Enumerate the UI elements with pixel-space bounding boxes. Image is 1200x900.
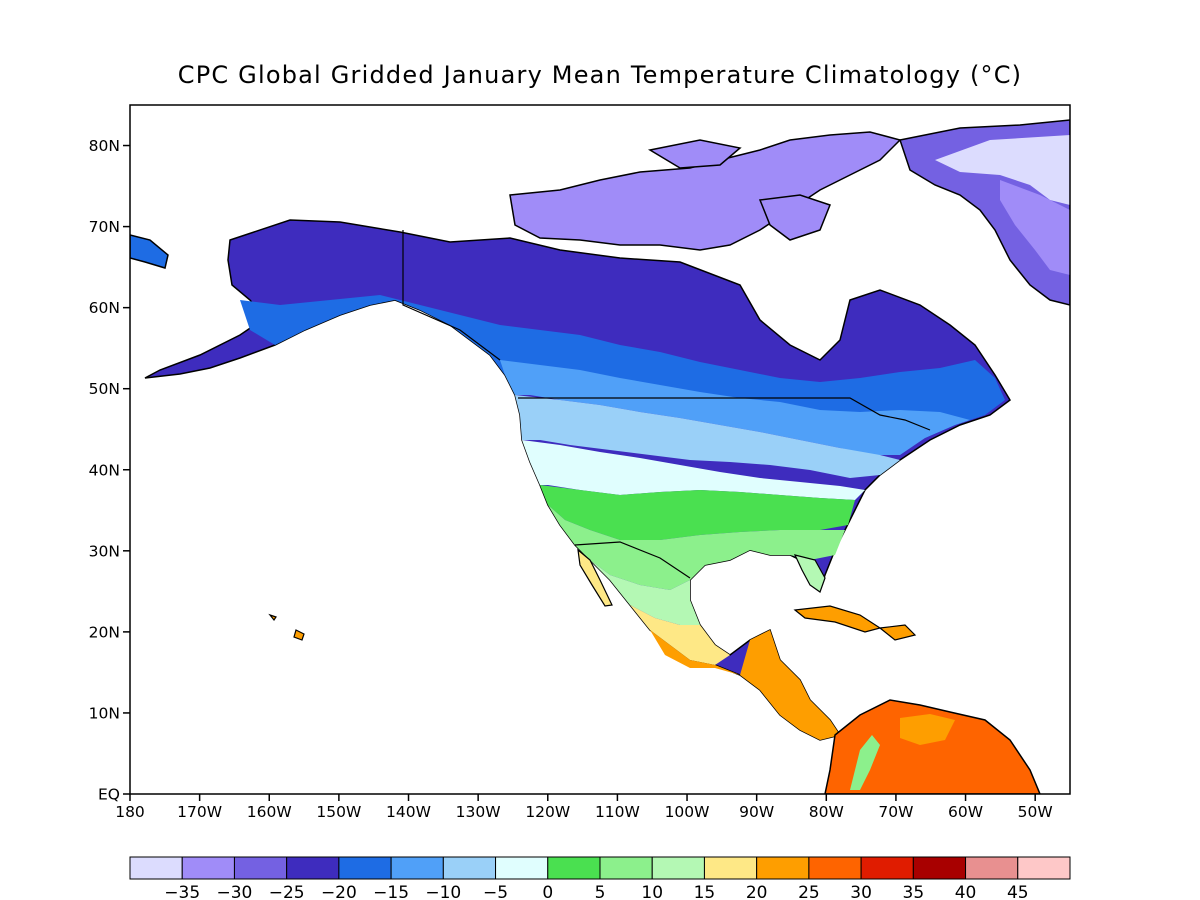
colorbar-label: −25: [269, 883, 305, 900]
plot-area: [130, 119, 1070, 794]
colorbar-swatch: [651, 856, 705, 880]
colorbar-swatch: [808, 856, 862, 880]
colorbar-swatch: [181, 856, 235, 880]
greenland-band: [1000, 180, 1070, 275]
colorbar-swatch: [599, 856, 653, 880]
lat-tick-label: 50N: [89, 380, 120, 398]
us-canada-border: [402, 230, 931, 431]
band-20-mexico: [650, 630, 840, 740]
arctic-island: [647, 139, 742, 169]
band-5: [548, 505, 845, 590]
lat-tick-label: 60N: [89, 299, 120, 317]
lon-tick-label: 130W: [456, 803, 501, 821]
colorbar-label: 15: [694, 883, 716, 900]
lat-tick-label: 30N: [89, 542, 120, 560]
colorbar-swatch: [912, 856, 967, 880]
lon-tick-label: 50W: [1018, 803, 1053, 821]
arctic-archipelago: [509, 131, 902, 251]
hawaii: [293, 629, 305, 641]
band-minus15: [500, 360, 970, 455]
colorbar-swatch: [390, 856, 444, 880]
lon-tick-label: 140W: [386, 803, 431, 821]
colorbar-swatch: [756, 856, 810, 880]
lat-tick-label: 40N: [89, 461, 120, 479]
lat-tick-label: 80N: [89, 137, 120, 155]
latitude-axis: 80N 70N 60N 50N 40N 30N 20N 10N EQ: [89, 137, 130, 804]
colorbar-label: −20: [321, 883, 357, 900]
map-title: CPC Global Gridded January Mean Temperat…: [178, 61, 1023, 89]
lon-tick-label: 70W: [878, 803, 913, 821]
andes-cool: [850, 735, 880, 790]
colorbar-label: 20: [746, 883, 768, 900]
colorbar-label: 45: [1007, 883, 1029, 900]
sa-warm: [900, 714, 955, 745]
colorbar-label: −35: [164, 883, 200, 900]
hawaii: [268, 613, 277, 622]
lat-tick-label: 10N: [89, 704, 120, 722]
colorbar-label: 0: [542, 883, 553, 900]
colorbar-label: 5: [595, 883, 606, 900]
colorbar-swatch: [338, 856, 392, 880]
colorbar-label: 40: [955, 883, 977, 900]
lon-tick-label: 60W: [948, 803, 983, 821]
us-mexico-border: [574, 541, 691, 579]
colorbar-swatch: [233, 856, 288, 880]
band-minus20: [240, 295, 1005, 438]
cuba: [793, 605, 882, 633]
lon-tick-label: 160W: [247, 803, 292, 821]
colorbar-swatch: [965, 856, 1019, 880]
greenland-interior: [935, 135, 1070, 205]
lat-tick-label: 70N: [89, 218, 120, 236]
lon-tick-label: 110W: [595, 803, 640, 821]
colorbar-label: 35: [903, 883, 925, 900]
lat-tick-label: EQ: [98, 786, 120, 804]
band-minus5: [522, 440, 865, 500]
colorbar-label: −10: [425, 883, 461, 900]
hispaniola: [878, 624, 917, 641]
lon-tick-label: 90W: [739, 803, 774, 821]
colorbar-swatch: [495, 856, 549, 880]
band-15: [630, 605, 730, 665]
colorbar-swatch: [703, 856, 758, 880]
lon-tick-label: 180: [115, 803, 145, 821]
south-america: [824, 699, 1041, 794]
colorbar: −35 −30 −25 −20 −15 −10 −5 0 5 10 15 20 25 30 35 40 45: [129, 856, 1071, 900]
colorbar-swatch: [547, 856, 601, 880]
band-0: [540, 485, 855, 540]
colorbar-label: −15: [373, 883, 409, 900]
band-minus10: [515, 395, 900, 478]
colorbar-label: −5: [483, 883, 508, 900]
lon-tick-label: 170W: [177, 803, 222, 821]
plot-frame: [129, 104, 1071, 795]
lon-tick-label: 80W: [809, 803, 844, 821]
colorbar-swatch: [129, 856, 183, 880]
florida: [793, 554, 826, 593]
arctic-island: [758, 194, 831, 241]
colorbar-label: 25: [798, 883, 820, 900]
lon-tick-label: 150W: [316, 803, 361, 821]
colorbar-swatch: [1017, 856, 1071, 880]
longitude-axis: 180 170W 160W 150W 140W 130W 120W 110W 100W 90W 80…: [115, 794, 1053, 821]
band-10: [590, 560, 700, 625]
colorbar-label: −30: [216, 883, 252, 900]
colorbar-label: 30: [850, 883, 872, 900]
baja-california: [577, 548, 613, 607]
colorbar-label: 10: [641, 883, 663, 900]
lat-tick-label: 20N: [89, 623, 120, 641]
chukotka: [130, 234, 169, 269]
colorbar-swatch: [286, 856, 340, 880]
lon-tick-label: 100W: [665, 803, 710, 821]
colorbar-swatch: [860, 856, 914, 880]
lon-tick-label: 120W: [525, 803, 570, 821]
colorbar-swatch: [442, 856, 497, 880]
